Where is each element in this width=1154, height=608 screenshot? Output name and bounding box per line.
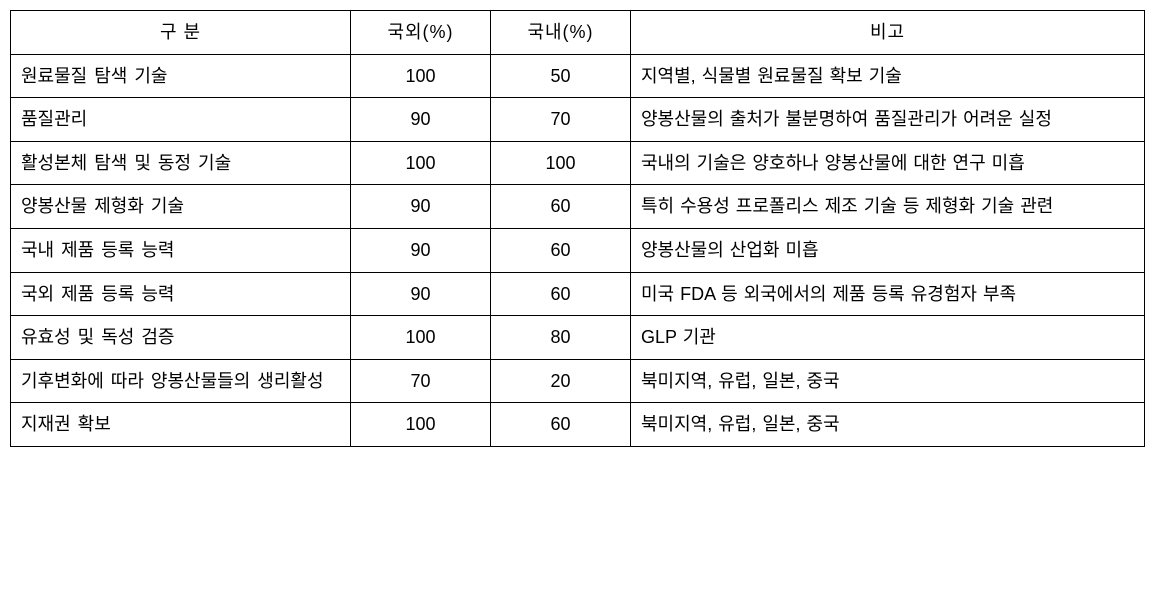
table-row: 원료물질 탐색 기술 100 50 지역별, 식물별 원료물질 확보 기술 — [11, 54, 1145, 98]
cell-note: 특히 수용성 프로폴리스 제조 기술 등 제형화 기술 관련 — [631, 185, 1145, 229]
cell-domestic-pct: 60 — [491, 228, 631, 272]
comparison-table: 구 분 국외(%) 국내(%) 비고 원료물질 탐색 기술 100 50 지역별… — [10, 10, 1145, 447]
cell-note: 북미지역, 유럽, 일본, 중국 — [631, 359, 1145, 403]
cell-domestic-pct: 60 — [491, 272, 631, 316]
cell-category: 국내 제품 등록 능력 — [11, 228, 351, 272]
table-row: 지재권 확보 100 60 북미지역, 유럽, 일본, 중국 — [11, 403, 1145, 447]
cell-category: 품질관리 — [11, 98, 351, 142]
cell-domestic-pct: 50 — [491, 54, 631, 98]
table-row: 활성본체 탐색 및 동정 기술 100 100 국내의 기술은 양호하나 양봉산… — [11, 141, 1145, 185]
table-row: 국내 제품 등록 능력 90 60 양봉산물의 산업화 미흡 — [11, 228, 1145, 272]
cell-domestic-pct: 60 — [491, 403, 631, 447]
cell-foreign-pct: 100 — [351, 316, 491, 360]
header-domestic: 국내(%) — [491, 11, 631, 55]
cell-category: 양봉산물 제형화 기술 — [11, 185, 351, 229]
header-category: 구 분 — [11, 11, 351, 55]
header-foreign: 국외(%) — [351, 11, 491, 55]
cell-category: 국외 제품 등록 능력 — [11, 272, 351, 316]
cell-note: 양봉산물의 산업화 미흡 — [631, 228, 1145, 272]
table-row: 유효성 및 독성 검증 100 80 GLP 기관 — [11, 316, 1145, 360]
cell-foreign-pct: 70 — [351, 359, 491, 403]
table-row: 국외 제품 등록 능력 90 60 미국 FDA 등 외국에서의 제품 등록 유… — [11, 272, 1145, 316]
cell-category: 유효성 및 독성 검증 — [11, 316, 351, 360]
cell-domestic-pct: 60 — [491, 185, 631, 229]
table-header-row: 구 분 국외(%) 국내(%) 비고 — [11, 11, 1145, 55]
cell-note: 국내의 기술은 양호하나 양봉산물에 대한 연구 미흡 — [631, 141, 1145, 185]
header-note: 비고 — [631, 11, 1145, 55]
cell-note: 양봉산물의 출처가 불분명하여 품질관리가 어려운 실정 — [631, 98, 1145, 142]
cell-category: 원료물질 탐색 기술 — [11, 54, 351, 98]
table-row: 양봉산물 제형화 기술 90 60 특히 수용성 프로폴리스 제조 기술 등 제… — [11, 185, 1145, 229]
cell-foreign-pct: 100 — [351, 54, 491, 98]
cell-domestic-pct: 100 — [491, 141, 631, 185]
cell-foreign-pct: 90 — [351, 272, 491, 316]
cell-domestic-pct: 80 — [491, 316, 631, 360]
cell-note: 북미지역, 유럽, 일본, 중국 — [631, 403, 1145, 447]
cell-note: GLP 기관 — [631, 316, 1145, 360]
cell-foreign-pct: 90 — [351, 228, 491, 272]
table-row: 기후변화에 따라 양봉산물들의 생리활성 70 20 북미지역, 유럽, 일본,… — [11, 359, 1145, 403]
cell-domestic-pct: 70 — [491, 98, 631, 142]
cell-category: 활성본체 탐색 및 동정 기술 — [11, 141, 351, 185]
cell-foreign-pct: 90 — [351, 185, 491, 229]
table-row: 품질관리 90 70 양봉산물의 출처가 불분명하여 품질관리가 어려운 실정 — [11, 98, 1145, 142]
cell-foreign-pct: 100 — [351, 403, 491, 447]
cell-note: 지역별, 식물별 원료물질 확보 기술 — [631, 54, 1145, 98]
cell-category: 기후변화에 따라 양봉산물들의 생리활성 — [11, 359, 351, 403]
cell-foreign-pct: 100 — [351, 141, 491, 185]
cell-category: 지재권 확보 — [11, 403, 351, 447]
cell-foreign-pct: 90 — [351, 98, 491, 142]
cell-note: 미국 FDA 등 외국에서의 제품 등록 유경험자 부족 — [631, 272, 1145, 316]
cell-domestic-pct: 20 — [491, 359, 631, 403]
